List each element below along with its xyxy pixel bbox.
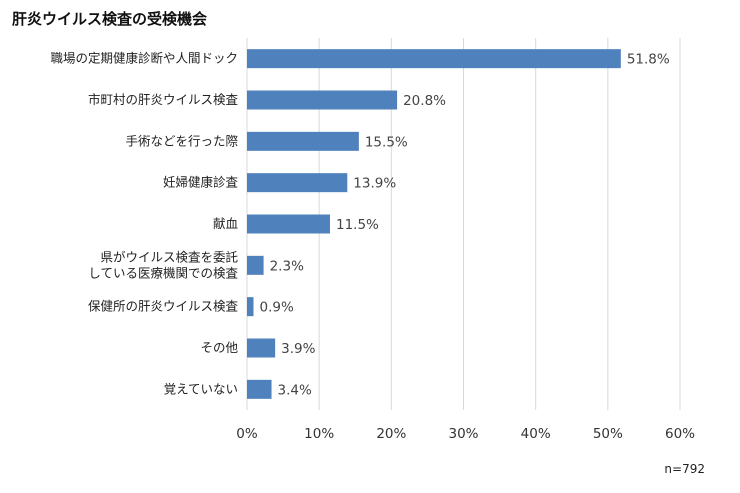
x-tick-label: 0%	[236, 426, 258, 442]
category-label: 市町村の肝炎ウイルス検査	[88, 92, 239, 107]
bar	[247, 338, 276, 358]
x-tick-label: 30%	[448, 426, 478, 442]
x-tick-label: 60%	[665, 426, 695, 442]
bar	[247, 297, 254, 317]
category-label: 覚えていない	[164, 381, 238, 396]
data-label: 2.3%	[270, 258, 304, 274]
bar	[247, 379, 272, 399]
category-label: 妊婦健康診査	[163, 175, 239, 190]
data-label: 11.5%	[336, 217, 379, 233]
data-label: 3.4%	[278, 382, 312, 398]
bar	[247, 90, 398, 110]
data-label: 3.9%	[281, 341, 315, 357]
chart-title: 肝炎ウイルス検査の受検機会	[12, 10, 208, 28]
sample-size-note: n=792	[664, 462, 705, 476]
category-label: その他	[200, 340, 238, 355]
data-label: 13.9%	[353, 176, 396, 192]
bar	[247, 173, 348, 193]
category-label: 保健所の肝炎ウイルス検査	[88, 299, 239, 314]
category-label: 職場の定期健康診断や人間ドック	[50, 51, 238, 66]
category-label: 手術などを行った際	[125, 133, 238, 148]
bar	[247, 255, 264, 275]
category-label: 献血	[213, 216, 238, 231]
x-tick-label: 10%	[304, 426, 334, 442]
category-label: 県がウイルス検査を委託している医療機関での検査	[88, 249, 238, 280]
x-tick-label: 50%	[593, 426, 623, 442]
bar	[247, 214, 330, 234]
x-tick-label: 40%	[521, 426, 551, 442]
data-label: 15.5%	[365, 134, 408, 150]
bar	[247, 49, 621, 69]
data-label: 51.8%	[627, 52, 670, 68]
bar	[247, 131, 359, 151]
x-tick-label: 20%	[376, 426, 406, 442]
data-label: 0.9%	[259, 300, 293, 316]
data-label: 20.8%	[403, 93, 446, 109]
